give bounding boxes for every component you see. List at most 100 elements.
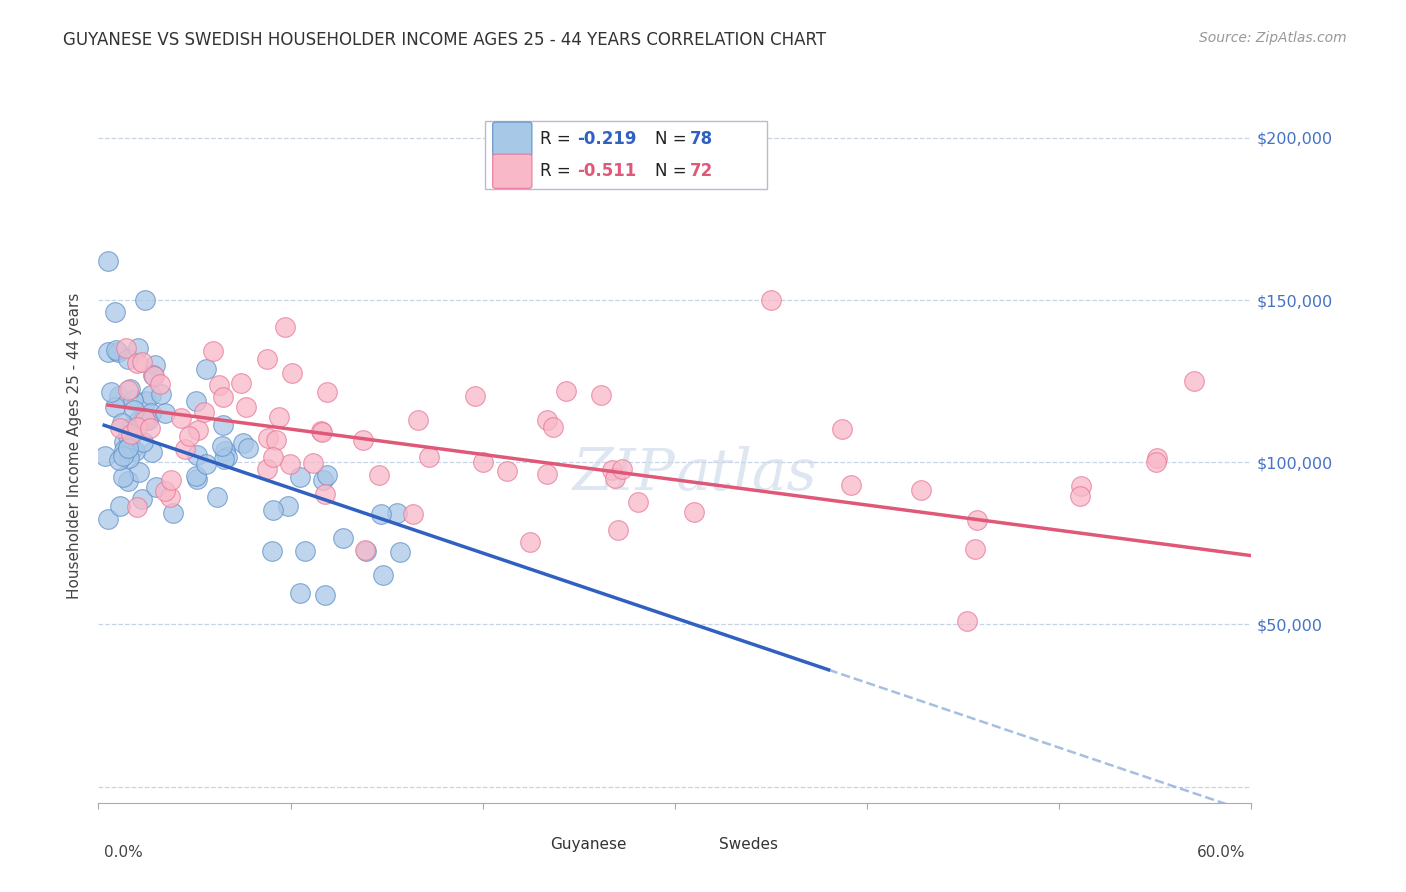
Point — [541, 420, 564, 434]
Point — [97, 344, 120, 359]
Point — [257, 431, 280, 445]
Point — [122, 403, 145, 417]
Point — [118, 382, 141, 396]
Point — [135, 394, 157, 409]
Text: -0.219: -0.219 — [576, 130, 637, 148]
Text: Guyanese: Guyanese — [550, 837, 627, 852]
Point — [195, 362, 218, 376]
Point — [125, 500, 148, 515]
Point — [150, 387, 173, 401]
Point — [1144, 455, 1167, 469]
Point — [145, 480, 167, 494]
Point — [142, 368, 165, 382]
Text: atlas: atlas — [675, 446, 817, 503]
Point — [408, 413, 430, 427]
Point — [315, 467, 337, 482]
Point — [389, 545, 412, 559]
Point — [159, 491, 181, 505]
Point — [1069, 489, 1091, 503]
Point — [236, 442, 259, 456]
Point — [127, 341, 149, 355]
Point — [212, 452, 235, 467]
Point — [963, 542, 986, 557]
Point — [267, 410, 290, 425]
Point — [136, 413, 159, 427]
Point — [128, 465, 150, 479]
Point — [311, 425, 333, 439]
Point — [100, 385, 122, 400]
Point — [170, 410, 193, 425]
Point — [262, 544, 284, 558]
Point — [370, 508, 392, 522]
Point — [519, 535, 541, 549]
Point — [277, 499, 299, 513]
Point — [141, 388, 163, 402]
FancyBboxPatch shape — [510, 831, 546, 857]
Point — [112, 449, 135, 463]
Point — [607, 524, 630, 538]
Point — [682, 505, 704, 519]
Point — [402, 507, 425, 521]
Text: N =: N = — [655, 130, 692, 148]
Point — [956, 614, 979, 628]
Point — [132, 435, 155, 450]
Point — [117, 441, 139, 455]
Point — [184, 394, 207, 409]
Point — [195, 457, 218, 471]
Point — [627, 495, 650, 509]
Point — [387, 507, 409, 521]
Point — [149, 377, 172, 392]
Point — [554, 384, 576, 398]
Point — [589, 388, 612, 402]
Point — [214, 443, 236, 458]
Point — [117, 352, 139, 367]
Point — [97, 511, 120, 525]
Point — [134, 413, 156, 427]
Point — [536, 413, 558, 427]
Point — [104, 401, 127, 415]
Point — [184, 469, 207, 483]
Point — [600, 463, 623, 477]
Text: Source: ZipAtlas.com: Source: ZipAtlas.com — [1199, 31, 1347, 45]
Point — [105, 343, 128, 357]
Point — [211, 390, 233, 404]
Point — [256, 352, 278, 367]
FancyBboxPatch shape — [678, 831, 713, 857]
Point — [117, 383, 139, 397]
Point — [117, 429, 139, 443]
Point — [368, 468, 391, 483]
Point — [839, 478, 862, 492]
Text: ZIP: ZIP — [572, 446, 675, 503]
Point — [186, 448, 208, 462]
Point — [464, 389, 486, 403]
Point — [217, 450, 239, 465]
Point — [314, 588, 336, 602]
Point — [186, 472, 208, 486]
Point — [112, 434, 135, 449]
Point — [1146, 450, 1168, 465]
Point — [354, 542, 377, 557]
Point — [332, 531, 354, 545]
Point — [110, 499, 132, 513]
Point — [121, 393, 143, 408]
Point — [371, 568, 394, 582]
Point — [141, 444, 163, 458]
Point — [115, 341, 138, 355]
Point — [118, 451, 141, 466]
Point — [108, 389, 131, 403]
Point — [302, 456, 325, 470]
Point — [162, 506, 184, 520]
Point — [288, 585, 311, 599]
Point — [211, 439, 233, 453]
Point — [262, 503, 284, 517]
Point — [141, 406, 163, 420]
FancyBboxPatch shape — [492, 154, 531, 188]
Point — [278, 457, 301, 471]
Point — [471, 455, 494, 469]
Point — [121, 442, 143, 457]
Point — [94, 450, 117, 464]
Point — [120, 427, 142, 442]
Point — [966, 513, 988, 527]
Text: R =: R = — [540, 130, 576, 148]
Point — [153, 406, 176, 420]
